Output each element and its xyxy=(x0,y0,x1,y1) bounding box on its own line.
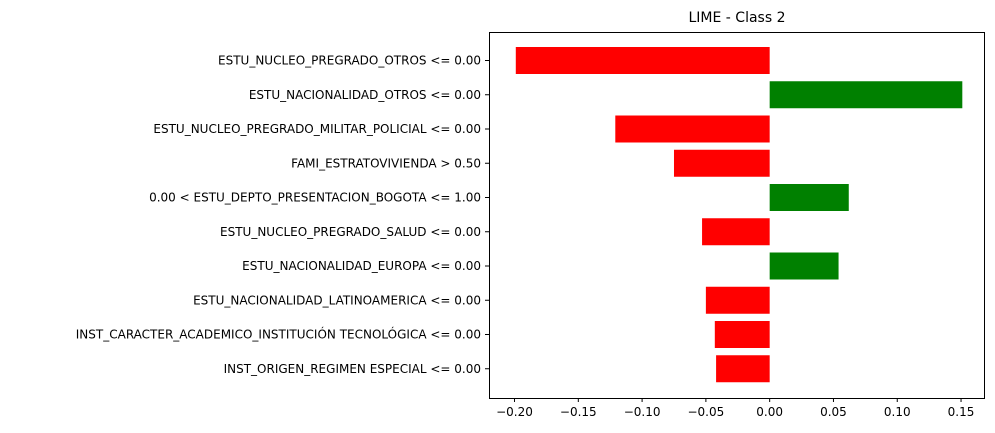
bar-7 xyxy=(705,286,770,314)
y-tick-label: INST_CARACTER_ACADEMICO_INSTITUCIÓN TECN… xyxy=(76,327,481,342)
bar-4 xyxy=(769,184,849,211)
bar-9 xyxy=(716,355,770,383)
y-tick-labels: ESTU_NUCLEO_PREGRADO_OTROS <= 0.00 ESTU_N… xyxy=(76,54,489,376)
y-tick-label: ESTU_NACIONALIDAD_EUROPA <= 0.00 xyxy=(242,259,481,273)
x-tick-label: 0.15 xyxy=(948,405,975,419)
y-tick-label: FAMI_ESTRATOVIVIENDA > 0.50 xyxy=(291,156,481,170)
bar-1 xyxy=(769,81,963,109)
y-tick-label: 0.00 < ESTU_DEPTO_PRESENTACION_BOGOTA <=… xyxy=(149,191,481,205)
bar-0 xyxy=(515,47,770,74)
x-tick-label: −0.20 xyxy=(496,405,533,419)
x-tick-label: 0.05 xyxy=(820,405,847,419)
y-tick-label: ESTU_NACIONALIDAD_OTROS <= 0.00 xyxy=(249,88,481,102)
bar-6 xyxy=(769,252,839,280)
x-tick-label: 0.10 xyxy=(884,405,911,419)
y-tick-label: ESTU_NACIONALIDAD_LATINOAMERICA <= 0.00 xyxy=(193,293,481,307)
y-tick-label: ESTU_NUCLEO_PREGRADO_OTROS <= 0.00 xyxy=(218,54,481,68)
bar-5 xyxy=(702,218,770,246)
chart-title: LIME - Class 2 xyxy=(689,10,786,26)
y-tick-label: ESTU_NUCLEO_PREGRADO_SALUD <= 0.00 xyxy=(220,225,481,239)
bars-layer xyxy=(515,47,963,383)
y-tick-label: INST_ORIGEN_REGIMEN ESPECIAL <= 0.00 xyxy=(224,362,481,376)
bar-8 xyxy=(714,321,770,348)
x-tick-label: −0.15 xyxy=(560,405,597,419)
x-tick-label: 0.00 xyxy=(756,405,783,419)
y-tick-label: ESTU_NUCLEO_PREGRADO_MILITAR_POLICIAL <=… xyxy=(153,122,481,136)
bar-2 xyxy=(615,115,770,143)
x-axis-ticks: −0.20 −0.15 −0.10 −0.05 0.00 0.05 0.10 0.15 xyxy=(496,398,974,419)
x-tick-label: −0.10 xyxy=(624,405,661,419)
bar-3 xyxy=(673,149,770,177)
plot-area-frame xyxy=(489,32,985,399)
x-tick-label: −0.05 xyxy=(687,405,724,419)
